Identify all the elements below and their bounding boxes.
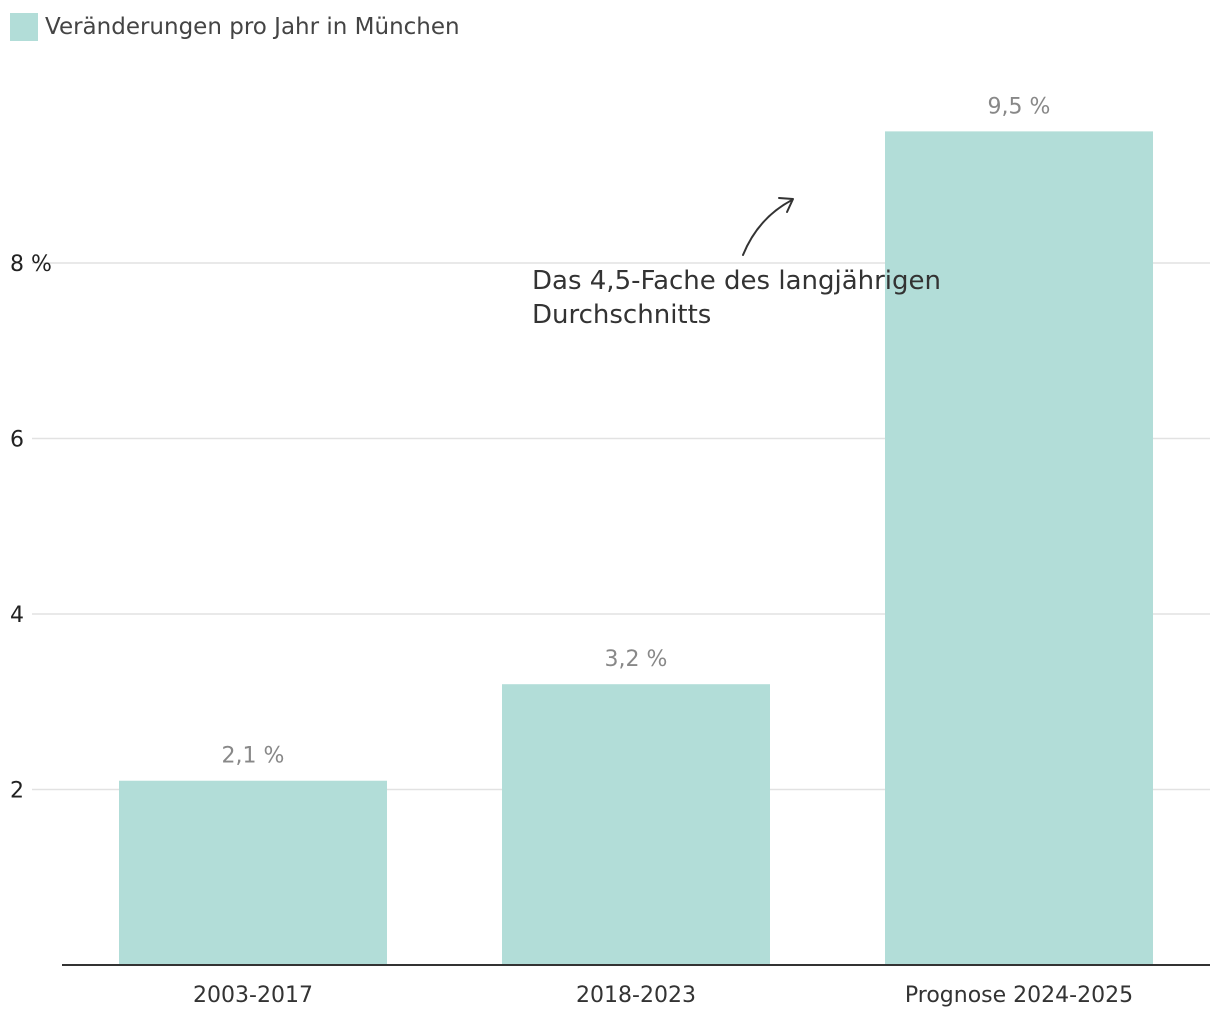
bar-0 bbox=[119, 780, 387, 965]
annotation: Das 4,5-Fache des langjährigen Durchschn… bbox=[532, 197, 941, 330]
y-tick-label: 8 % bbox=[10, 252, 52, 277]
y-tick-label: 2 bbox=[10, 779, 24, 804]
x-category-label: 2003-2017 bbox=[193, 983, 313, 1008]
legend-swatch bbox=[10, 13, 38, 41]
annotation-line-2: Durchschnitts bbox=[532, 300, 711, 330]
x-category-label: 2018-2023 bbox=[576, 983, 696, 1008]
legend: Veränderungen pro Jahr in München bbox=[10, 13, 460, 41]
bar-value-labels: 2,1 % 3,2 % 9,5 % bbox=[222, 94, 1051, 768]
annotation-arrow bbox=[742, 199, 793, 256]
annotation-arrowhead bbox=[778, 197, 794, 213]
legend-label: Veränderungen pro Jahr in München bbox=[45, 14, 460, 40]
bar-value-label: 9,5 % bbox=[988, 94, 1051, 119]
bar-2 bbox=[885, 131, 1153, 965]
annotation-line-1: Das 4,5-Fache des langjährigen bbox=[532, 266, 941, 296]
bar-1 bbox=[502, 684, 770, 965]
y-tick-label: 4 bbox=[10, 603, 24, 628]
y-tick-label: 6 bbox=[10, 428, 24, 453]
x-category-label: Prognose 2024-2025 bbox=[905, 983, 1133, 1008]
bars bbox=[119, 131, 1153, 965]
bar-value-label: 2,1 % bbox=[222, 744, 285, 769]
x-axis-category-labels: 2003-2017 2018-2023 Prognose 2024-2025 bbox=[193, 983, 1133, 1008]
bar-value-label: 3,2 % bbox=[605, 647, 668, 672]
y-axis-tick-labels: 2 4 6 8 % bbox=[10, 252, 52, 804]
